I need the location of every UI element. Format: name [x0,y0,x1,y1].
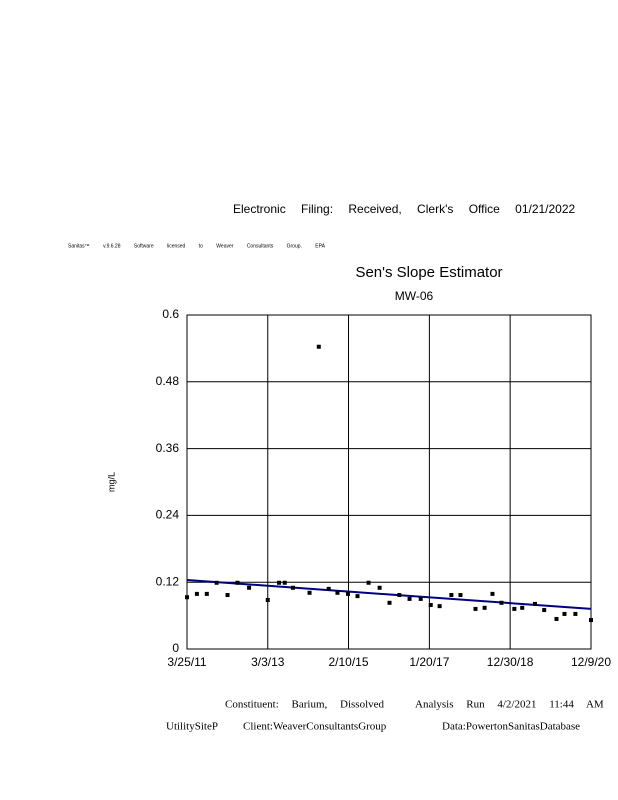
data-point [542,608,547,613]
y-tick-label: 0.48 [156,374,180,388]
x-tick-label: 12/9/20 [571,655,611,669]
data-point [512,606,517,611]
data-point [562,611,567,616]
footer-constituent: Constituent: Barium, Dissolved [225,699,385,711]
footer-data: Data:PowertonSanitasDatabase [442,721,580,733]
data-point [449,593,454,598]
data-point [247,585,252,590]
data-point [214,580,219,585]
y-axis-label: mg/L [106,472,116,492]
data-point [589,618,593,623]
data-point [377,585,382,590]
y-tick-label: 0.24 [156,508,180,522]
data-point [437,604,442,609]
data-point [194,591,199,596]
data-point [397,593,402,598]
x-tick-label: 2/10/15 [328,655,368,669]
data-point [458,593,463,598]
data-point [185,595,189,600]
data-point [532,601,537,606]
data-point [235,580,240,585]
license-note: Sanitas™ v.9.6.28 Software licensed to W… [68,243,326,249]
data-point [490,591,495,596]
y-tick-label: 0 [172,641,179,655]
data-point [554,616,559,621]
data-point [366,580,371,585]
data-point [277,580,282,585]
footer-site: UtilitySiteP [166,721,218,733]
data-point [335,590,340,595]
data-point [204,591,209,596]
y-tick-label: 0.12 [156,574,180,588]
data-point [499,600,504,605]
data-point [345,591,350,596]
data-point [428,603,433,608]
data-point [387,600,392,605]
chart-subtitle: MW-06 [395,289,434,303]
plot-frame [186,314,592,650]
chart-title: Sen's Slope Estimator [355,264,502,281]
data-point [418,596,423,601]
footer-client: Client:WeaverConsultantsGroup [243,721,387,733]
trend-line [186,578,592,610]
x-tick-label: 3/3/13 [251,655,285,669]
x-tick-label: 1/20/17 [409,655,449,669]
filing-stamp: Electronic Filing: Received, Clerk's Off… [233,202,576,216]
y-tick-label: 0.6 [162,307,179,321]
data-point [307,590,312,595]
data-point [473,606,478,611]
data-point [316,344,321,349]
footer-analysis: Analysis Run 4/2/2021 11:44 AM [415,699,604,711]
data-point [573,611,578,616]
x-tick-label: 12/30/18 [487,655,534,669]
data-point [225,593,230,598]
data-point [407,596,412,601]
data-point [282,580,287,585]
data-point [326,586,331,591]
data-point [482,605,487,610]
data-point [290,585,295,590]
y-tick-label: 0.36 [156,441,180,455]
data-point [355,594,360,599]
data-point [265,598,270,603]
data-point [520,605,525,610]
x-tick-label: 3/25/11 [167,655,206,669]
